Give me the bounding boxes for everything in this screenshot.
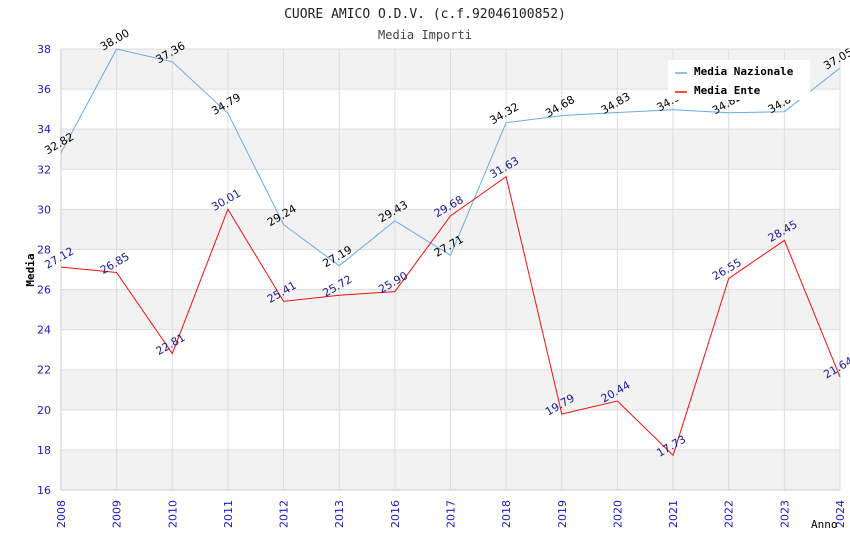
series-line-media-ente <box>60 175 841 457</box>
x-tick-label: 2011 <box>222 500 235 528</box>
chart-subtitle: Media Importi <box>378 28 472 42</box>
x-tick-label: 2013 <box>333 500 346 528</box>
y-axis-title: Media <box>24 253 37 286</box>
y-tick-label: 30 <box>37 203 51 216</box>
y-tick-label: 28 <box>37 243 51 256</box>
y-tick-label: 16 <box>37 484 51 497</box>
legend-label-media-nazionale: Media Nazionale <box>694 65 794 78</box>
x-tick-label: 2023 <box>778 500 791 528</box>
x-axis-title: Anno <box>811 518 838 531</box>
legend: Media Nazionale Media Ente <box>668 60 810 100</box>
y-tick-label: 24 <box>37 324 51 337</box>
chart-title: CUORE AMICO O.D.V. (c.f.92046100852) <box>284 7 566 22</box>
x-tick-label: 2012 <box>278 500 291 528</box>
x-tick-label: 2009 <box>111 500 124 528</box>
x-tick-label: 2024 <box>834 500 847 528</box>
y-tick-label: 36 <box>37 83 51 96</box>
legend-label-media-ente: Media Ente <box>694 84 761 97</box>
x-tick-label: 2010 <box>166 500 179 528</box>
x-tick-label: 2020 <box>611 500 624 528</box>
y-tick-label: 18 <box>37 444 51 457</box>
x-tick-label: 2021 <box>667 500 680 528</box>
x-tick-label: 2016 <box>389 500 402 528</box>
x-tick-label: 2022 <box>723 500 736 528</box>
series-group <box>60 48 841 457</box>
y-tick-label: 32 <box>37 163 51 176</box>
legend-background <box>668 60 810 100</box>
series-line-media-nazionale <box>60 48 841 267</box>
y-tick-label: 26 <box>37 284 51 297</box>
y-tick-label: 20 <box>37 404 51 417</box>
y-tick-label: 34 <box>37 123 51 136</box>
x-tick-label: 2008 <box>55 500 68 528</box>
y-tick-label: 38 <box>37 43 51 56</box>
x-tick-label: 2017 <box>445 500 458 528</box>
x-tick-label: 2018 <box>500 500 513 528</box>
x-tick-label: 2019 <box>556 500 569 528</box>
y-tick-label: 22 <box>37 364 51 377</box>
